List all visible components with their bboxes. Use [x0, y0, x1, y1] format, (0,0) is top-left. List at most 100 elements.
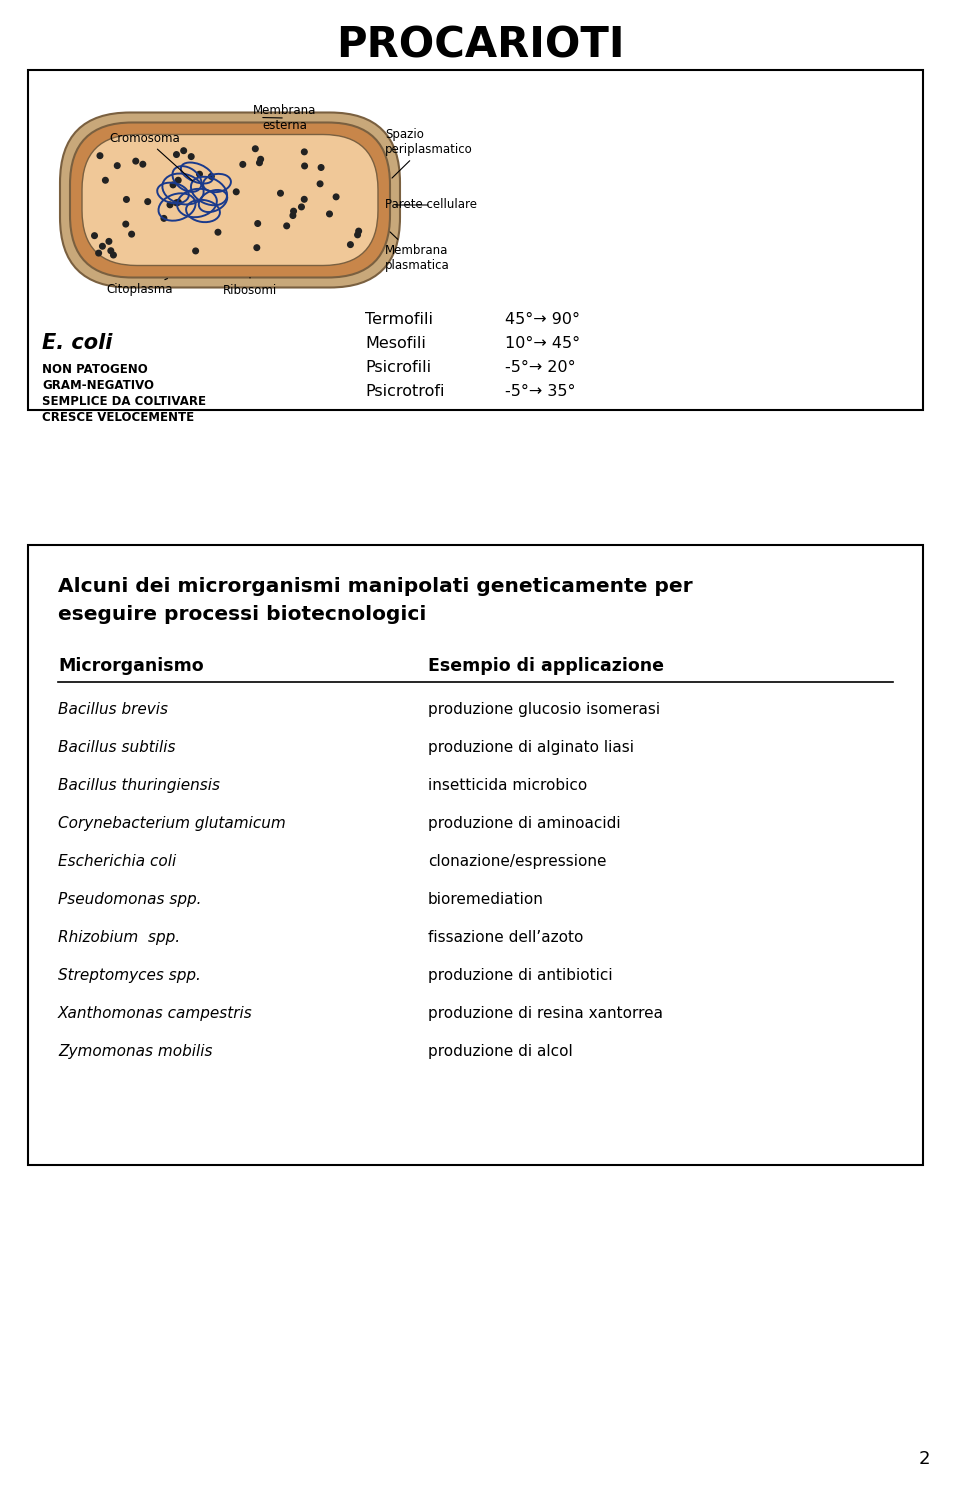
Text: Membrana
esterna: Membrana esterna	[253, 105, 317, 132]
Circle shape	[299, 205, 304, 209]
Bar	[28, 546, 923, 1165]
Text: fissazione dell’azoto: fissazione dell’azoto	[428, 930, 584, 945]
Text: insetticida microbico: insetticida microbico	[428, 777, 588, 792]
Circle shape	[255, 221, 260, 226]
Text: Xanthomonas campestris: Xanthomonas campestris	[58, 1006, 252, 1021]
Circle shape	[240, 161, 246, 167]
Bar	[28, 70, 923, 410]
Circle shape	[108, 248, 113, 254]
Circle shape	[129, 232, 134, 236]
Circle shape	[290, 212, 296, 218]
Circle shape	[145, 199, 151, 205]
Text: NON PATOGENO: NON PATOGENO	[42, 363, 148, 377]
Text: produzione di alcol: produzione di alcol	[428, 1044, 573, 1058]
Text: produzione glucosio isomerasi: produzione glucosio isomerasi	[428, 703, 660, 718]
Circle shape	[301, 196, 307, 202]
Text: 2: 2	[919, 1450, 930, 1468]
Circle shape	[254, 245, 259, 251]
Circle shape	[188, 154, 194, 160]
Text: Alcuni dei microrganismi manipolati geneticamente per: Alcuni dei microrganismi manipolati gene…	[58, 577, 692, 597]
Text: Microrganismo: Microrganismo	[58, 656, 204, 676]
Circle shape	[208, 173, 214, 179]
Text: Psicrofili: Psicrofili	[365, 360, 431, 375]
Circle shape	[174, 151, 180, 157]
Text: -5°→ 20°: -5°→ 20°	[505, 360, 576, 375]
Text: Citoplasma: Citoplasma	[107, 278, 173, 296]
Circle shape	[319, 164, 324, 170]
Circle shape	[161, 215, 167, 221]
Circle shape	[317, 181, 323, 187]
Circle shape	[326, 211, 332, 217]
Text: GRAM-NEGATIVO: GRAM-NEGATIVO	[42, 380, 154, 392]
Circle shape	[356, 229, 362, 233]
Circle shape	[110, 253, 116, 257]
Circle shape	[114, 163, 120, 169]
Text: Parete cellulare: Parete cellulare	[385, 199, 477, 211]
Circle shape	[301, 150, 307, 154]
Text: Streptomyces spp.: Streptomyces spp.	[58, 967, 201, 984]
Circle shape	[233, 188, 239, 194]
Text: Rhizobium  spp.: Rhizobium spp.	[58, 930, 180, 945]
Circle shape	[140, 161, 146, 167]
Text: Zymomonas mobilis: Zymomonas mobilis	[58, 1044, 212, 1058]
Circle shape	[124, 197, 130, 202]
Circle shape	[97, 152, 103, 158]
Text: Termofili: Termofili	[365, 312, 433, 327]
FancyBboxPatch shape	[60, 112, 400, 287]
Text: Corynebacterium glutamicum: Corynebacterium glutamicum	[58, 816, 286, 831]
Circle shape	[103, 178, 108, 182]
Circle shape	[333, 194, 339, 200]
Circle shape	[96, 250, 102, 256]
Text: 45°→ 90°: 45°→ 90°	[505, 312, 580, 327]
Circle shape	[176, 178, 181, 182]
Circle shape	[167, 202, 173, 208]
Text: Mesofili: Mesofili	[365, 336, 426, 351]
Circle shape	[256, 160, 262, 166]
Text: PROCARIOTI: PROCARIOTI	[336, 24, 624, 66]
Text: Bacillus thuringiensis: Bacillus thuringiensis	[58, 777, 220, 792]
Text: SEMPLICE DA COLTIVARE: SEMPLICE DA COLTIVARE	[42, 395, 206, 408]
Circle shape	[291, 208, 297, 214]
Text: Escherichia coli: Escherichia coli	[58, 854, 177, 869]
FancyBboxPatch shape	[70, 123, 390, 278]
Text: Membrana
plasmatica: Membrana plasmatica	[385, 232, 449, 272]
Text: Bacillus subtilis: Bacillus subtilis	[58, 740, 176, 755]
Circle shape	[258, 157, 263, 161]
Text: 10°→ 45°: 10°→ 45°	[505, 336, 580, 351]
Text: Psicrotrofi: Psicrotrofi	[365, 384, 444, 399]
Text: eseguire processi biotecnologici: eseguire processi biotecnologici	[58, 605, 426, 623]
Circle shape	[176, 199, 181, 205]
Circle shape	[123, 221, 129, 227]
Text: E. coli: E. coli	[42, 333, 112, 353]
Text: Pseudomonas spp.: Pseudomonas spp.	[58, 893, 202, 907]
Text: produzione di antibiotici: produzione di antibiotici	[428, 967, 612, 984]
Text: bioremediation: bioremediation	[428, 893, 544, 907]
Text: Cromosoma: Cromosoma	[109, 132, 193, 181]
Circle shape	[284, 223, 290, 229]
Circle shape	[100, 244, 106, 250]
Text: Bacillus brevis: Bacillus brevis	[58, 703, 168, 718]
Circle shape	[92, 233, 97, 238]
Circle shape	[107, 239, 111, 244]
Text: produzione di alginato liasi: produzione di alginato liasi	[428, 740, 634, 755]
FancyBboxPatch shape	[82, 135, 378, 266]
Text: -5°→ 35°: -5°→ 35°	[505, 384, 575, 399]
Circle shape	[180, 148, 186, 154]
Text: Spazio
periplasmatico: Spazio periplasmatico	[385, 129, 472, 178]
Text: CRESCE VELOCEMENTE: CRESCE VELOCEMENTE	[42, 411, 194, 425]
Circle shape	[132, 158, 138, 164]
Text: clonazione/espressione: clonazione/espressione	[428, 854, 607, 869]
Circle shape	[355, 232, 360, 238]
Circle shape	[277, 190, 283, 196]
Circle shape	[252, 147, 258, 151]
Circle shape	[348, 242, 353, 247]
Text: Esempio di applicazione: Esempio di applicazione	[428, 656, 664, 676]
Circle shape	[174, 200, 180, 206]
Circle shape	[197, 172, 203, 176]
Text: Ribosomi: Ribosomi	[223, 278, 277, 296]
Circle shape	[215, 229, 221, 235]
Text: produzione di aminoacidi: produzione di aminoacidi	[428, 816, 620, 831]
Circle shape	[193, 248, 199, 254]
Text: produzione di resina xantorrea: produzione di resina xantorrea	[428, 1006, 663, 1021]
Circle shape	[170, 182, 176, 188]
